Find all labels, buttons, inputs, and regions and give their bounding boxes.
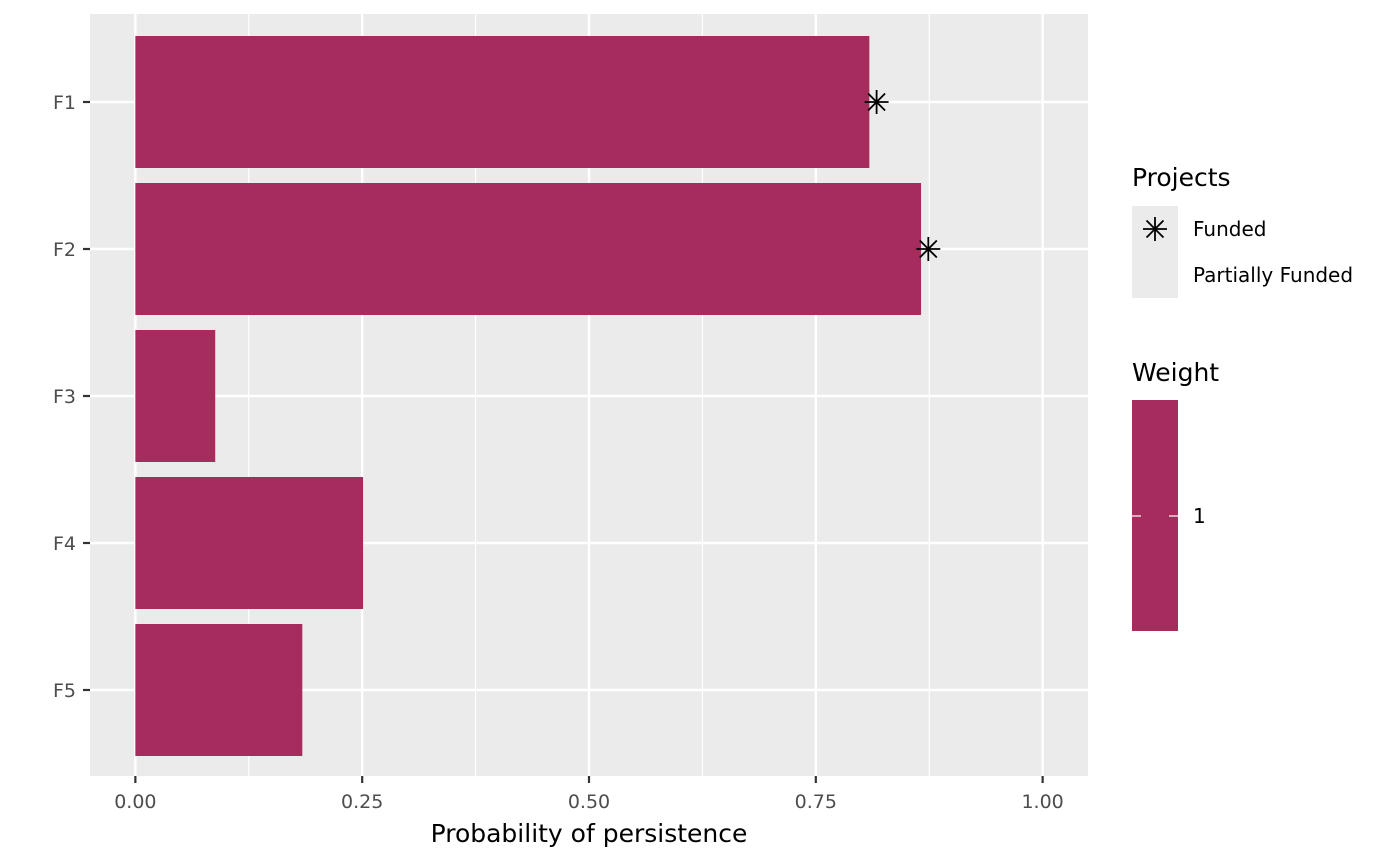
legend-label-partially-funded: Partially Funded [1193,263,1353,287]
y-tick-label-f2: F2 [53,239,76,261]
funded-marker-f2 [916,237,941,261]
legend-asterisk-icon [1143,217,1167,241]
y-tick-label-f4: F4 [53,533,76,555]
legend-key-partially-funded [1132,252,1178,298]
bar-f3 [135,330,216,462]
y-tick-label-f1: F1 [53,92,76,114]
x-axis-title: Probability of persistence [431,819,748,848]
legend-weight-title: Weight [1132,358,1219,387]
funded-markers [864,90,941,261]
y-tick-label-f3: F3 [53,386,76,408]
x-tick-label: 0.00 [114,791,156,813]
legend-weight-label: 1 [1193,504,1206,528]
bar-f2 [135,183,922,315]
x-tick-label: 0.25 [341,791,383,813]
funded-marker-f1 [864,90,889,114]
bar-f4 [135,477,364,609]
legend-asterisk-mark [1143,217,1167,241]
y-axis: F1 F2 F3 F4 F5 [53,92,90,702]
bar-f1 [135,36,870,168]
x-tick-label: 1.00 [1021,791,1063,813]
legend-projects-title: Projects [1132,163,1231,192]
legend-label-funded: Funded [1193,217,1266,241]
x-axis: 0.00 0.25 0.50 0.75 1.00 [114,776,1064,813]
x-tick-label: 0.50 [568,791,610,813]
bars [135,36,922,756]
y-tick-label-f5: F5 [53,680,76,702]
bar-f5 [135,624,303,756]
x-tick-label: 0.75 [795,791,837,813]
